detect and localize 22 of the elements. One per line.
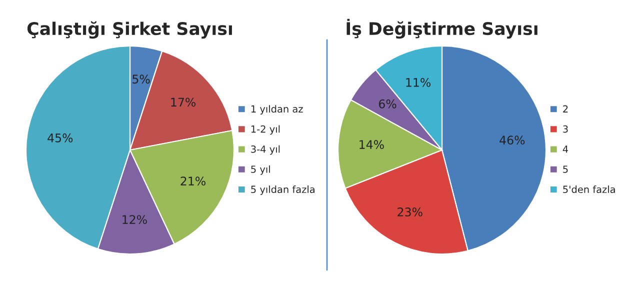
- data-label: 6%: [378, 99, 396, 108]
- legend-label: 5'den fazla: [563, 186, 615, 194]
- data-label: 17%: [171, 98, 196, 107]
- legend-label: 2: [563, 105, 568, 112]
- data-label: 5%: [132, 74, 150, 84]
- legend-label: 4: [562, 146, 568, 153]
- data-label: 21%: [180, 176, 206, 186]
- legend-label: 3: [563, 125, 568, 133]
- data-label: 11%: [406, 78, 431, 87]
- data-label: 14%: [360, 140, 384, 149]
- legend-label: 3-4 yıl: [251, 145, 280, 155]
- legend-label: 5 yıl: [251, 165, 270, 175]
- chart-title: İş Değiştirme Sayısı: [346, 18, 538, 39]
- legend-label: 5: [563, 166, 568, 173]
- legend-label: 5 yıldan fazla: [251, 186, 314, 195]
- data-label: 12%: [122, 215, 147, 224]
- data-label: 46%: [500, 136, 525, 145]
- legend-label: 1 yıldan az: [251, 105, 303, 114]
- data-label: 23%: [398, 208, 422, 216]
- legend-label: 1-2 yıl: [251, 125, 280, 135]
- chart-title: Çalıştığı Şirket Sayısı: [27, 21, 232, 39]
- data-label: 45%: [48, 133, 73, 142]
